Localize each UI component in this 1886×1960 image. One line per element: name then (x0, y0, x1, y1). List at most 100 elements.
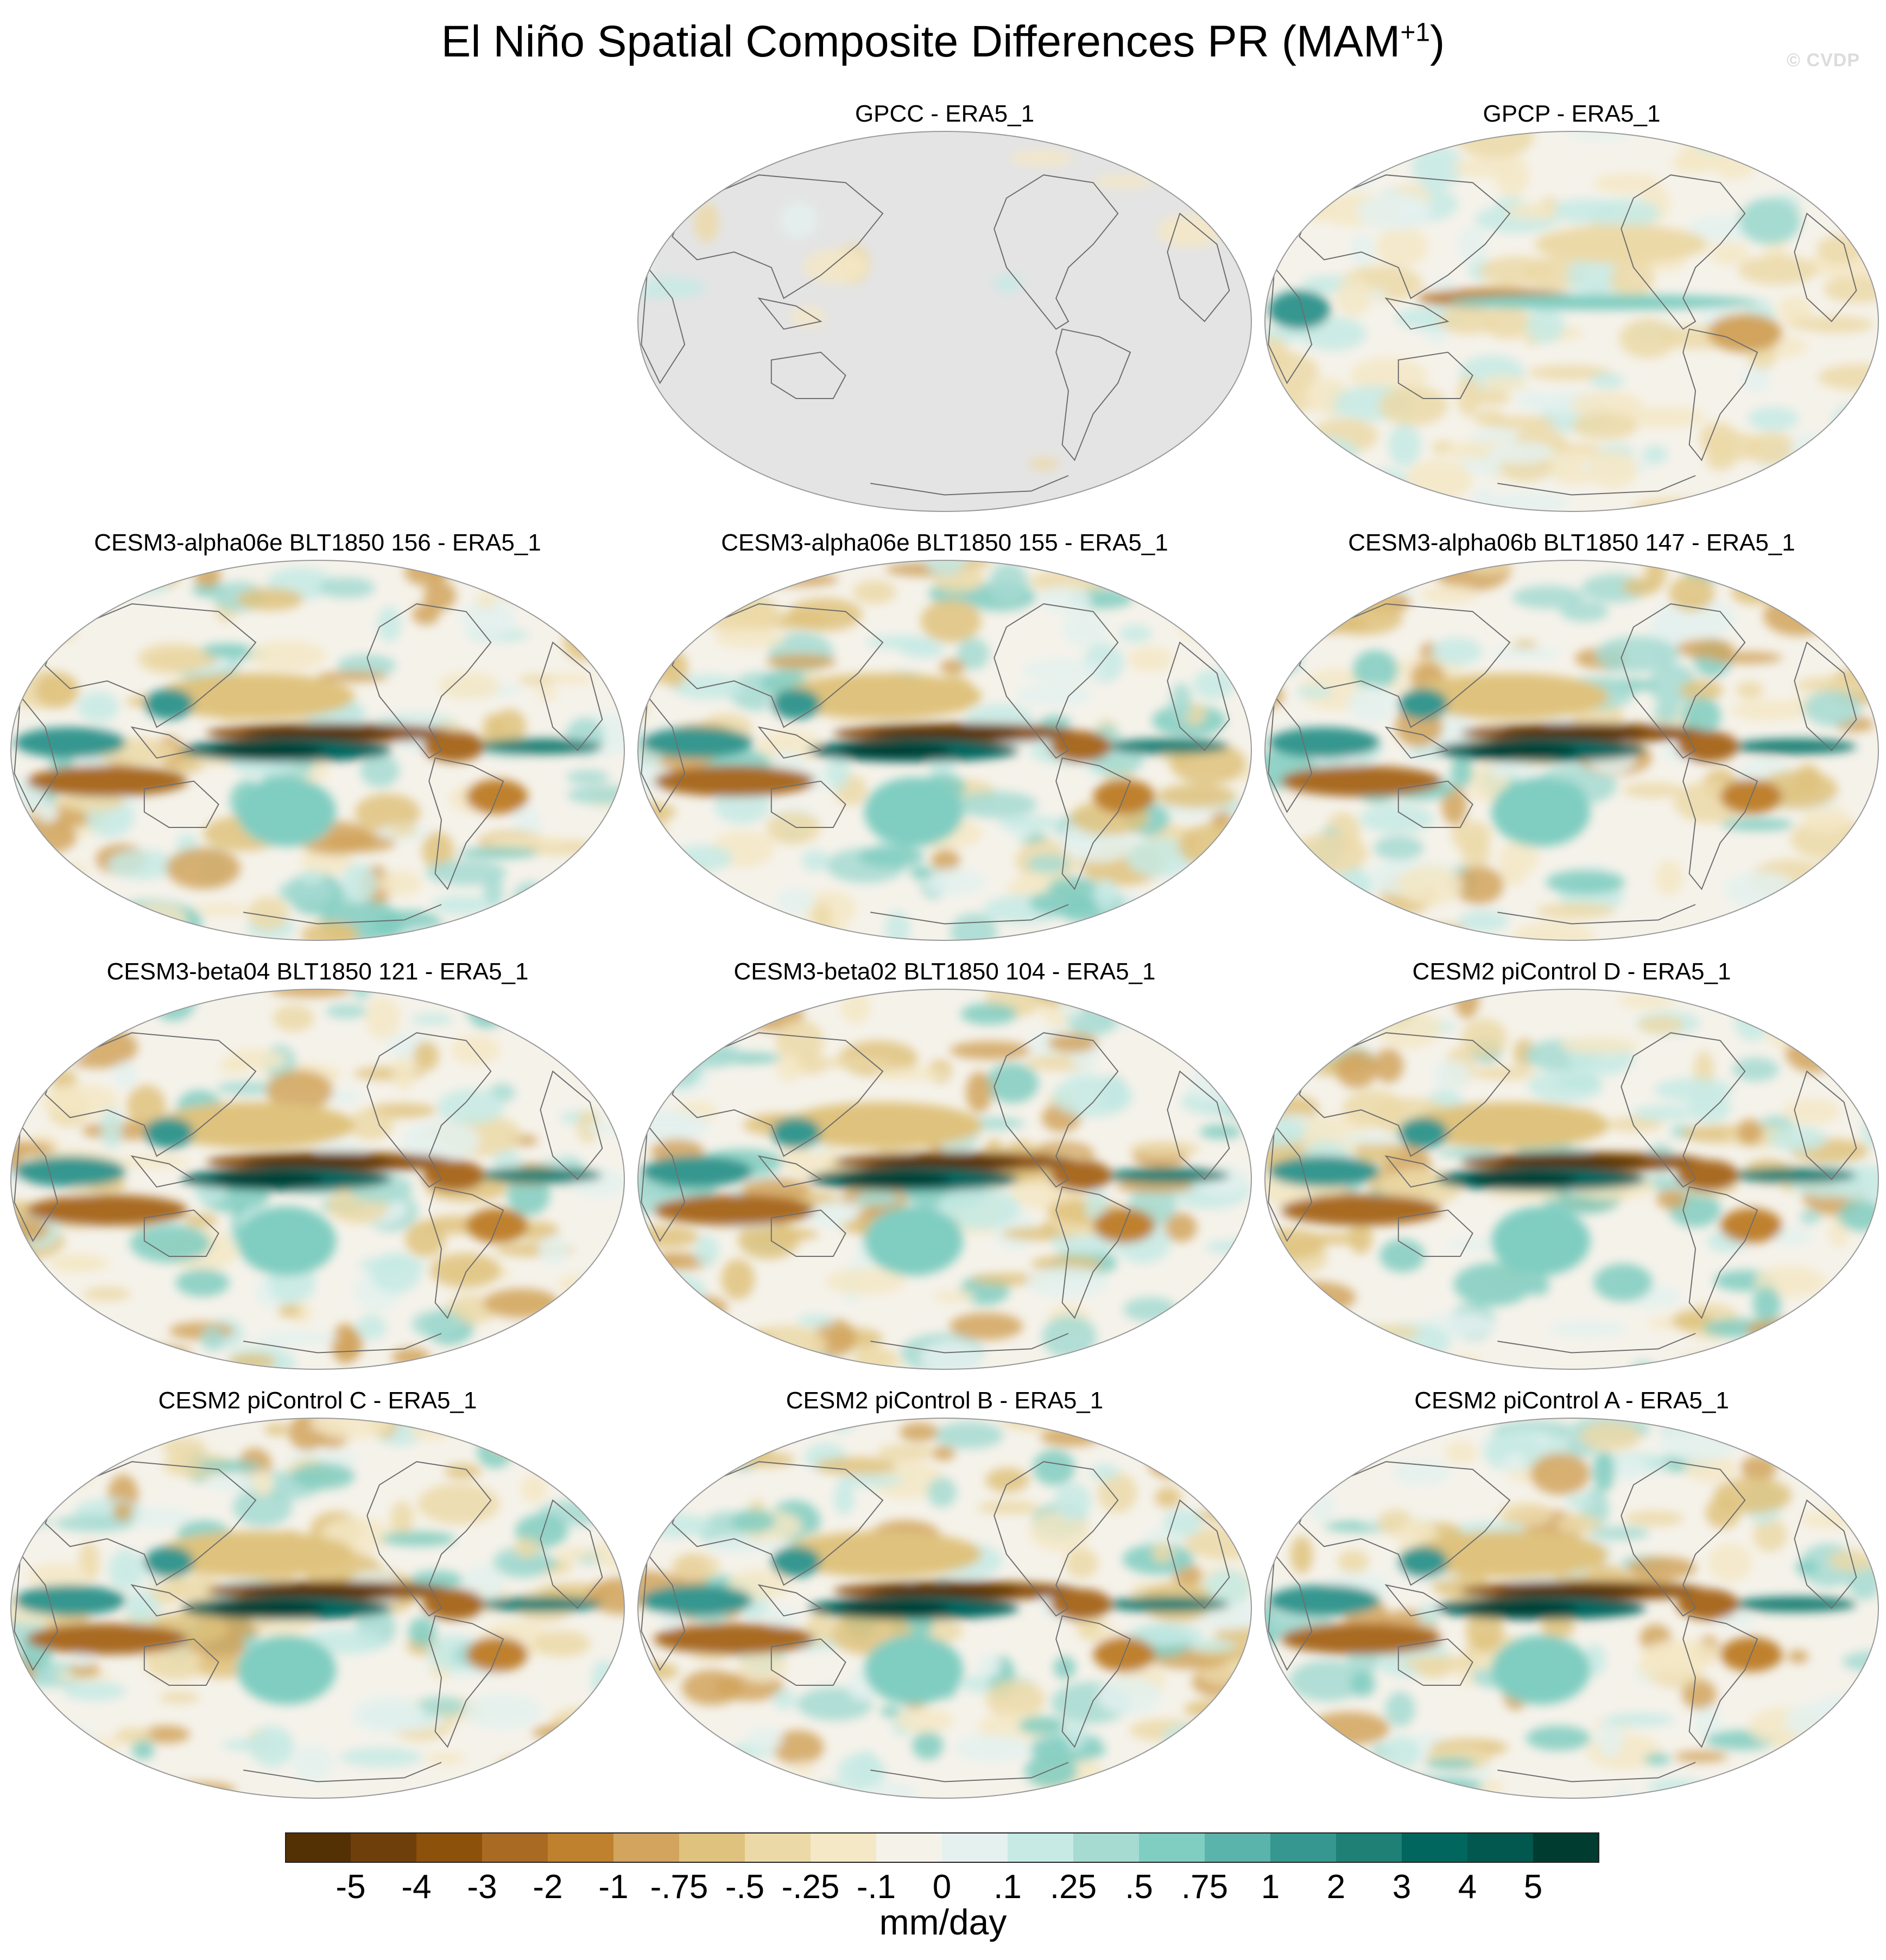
anomaly-blob (1388, 423, 1421, 467)
anomaly-blob (1570, 391, 1643, 419)
coastline (1384, 297, 1450, 330)
anomaly-blob (1116, 989, 1193, 1002)
anomaly-blob (273, 1004, 315, 1032)
anomaly-blob (764, 1608, 799, 1627)
anomaly-blob (671, 1553, 720, 1580)
colorbar-units: mm/day (879, 1902, 1007, 1942)
anomaly-blob (310, 1418, 393, 1439)
anomaly-blob (743, 1325, 827, 1363)
anomaly-blob (978, 1653, 1001, 1679)
anomaly-blob (266, 1070, 333, 1111)
anomaly-blob (1604, 1713, 1675, 1727)
panel-title: GPCC - ERA5_1 (855, 100, 1035, 127)
colorbar-swatch (548, 1832, 614, 1863)
anomaly-blob (1530, 1453, 1590, 1495)
colorbar-swatch (1205, 1832, 1271, 1863)
anomaly-blob (11, 1245, 35, 1288)
anomaly-blob (125, 1590, 161, 1625)
anomaly-blob (1164, 1213, 1197, 1242)
anomaly-blob (1682, 1679, 1717, 1710)
anomaly-blob (824, 1056, 891, 1068)
anomaly-blob (994, 274, 1023, 293)
anomaly-blob (1347, 684, 1396, 724)
anomaly-blob (578, 907, 624, 930)
anomaly-blob (459, 847, 538, 859)
anomaly-blob (1817, 580, 1877, 600)
anomaly-blob (1826, 435, 1878, 462)
anomaly-blob (1458, 226, 1488, 266)
anomaly-blob (1359, 804, 1434, 834)
anomaly-blob (1503, 1453, 1526, 1472)
map-border (10, 1418, 625, 1799)
anomaly-band (243, 726, 392, 740)
anomaly-band (1497, 726, 1646, 740)
anomaly-blob (775, 1020, 824, 1063)
anomaly-blob (638, 1662, 679, 1680)
anomaly-blob (606, 560, 624, 591)
anomaly-blob (1461, 1019, 1508, 1058)
anomaly-blob (1769, 1418, 1814, 1449)
anomaly-blob (989, 562, 1028, 604)
anomaly-blob (1815, 434, 1845, 458)
anomaly-blob (35, 1729, 81, 1757)
anomaly-blob (1527, 1275, 1550, 1295)
anomaly-blob (1277, 1740, 1330, 1782)
coastlines (641, 1032, 1230, 1354)
anomaly-blob (1213, 1627, 1251, 1642)
anomaly-blob (1102, 568, 1125, 586)
anomaly-blob (583, 1702, 615, 1735)
coastline (243, 904, 442, 925)
anomaly-blob (1388, 681, 1415, 693)
anomaly-blob (798, 1314, 834, 1327)
anomaly-blob (953, 1734, 1031, 1762)
anomaly-blob (1606, 1117, 1663, 1132)
coastline (130, 726, 195, 759)
anomaly-blob (1149, 1451, 1196, 1478)
coastline (1055, 328, 1131, 461)
anomaly-blob (1324, 867, 1372, 905)
map-panel: CESM3-alpha06e BLT1850 155 - ERA5_1 (635, 529, 1254, 953)
anomaly-blob (1357, 193, 1432, 231)
coastline (757, 297, 822, 330)
anomaly-blob (119, 1345, 192, 1360)
robinson-map (10, 989, 625, 1370)
anomaly-blob (1265, 560, 1277, 570)
anomaly-blob (1155, 1487, 1181, 1508)
coastline (672, 603, 884, 728)
anomaly-band (1732, 1167, 1857, 1184)
anomaly-blob (49, 1253, 107, 1273)
anomaly-blob (1787, 1649, 1809, 1664)
anomaly-blob (1265, 1714, 1307, 1738)
anomaly-blob (1792, 1418, 1822, 1427)
anomaly-blob (1145, 1364, 1172, 1369)
anomaly-blob (663, 880, 692, 909)
anomaly-blob (856, 1191, 900, 1207)
coastline (672, 174, 884, 299)
anomaly-blob (1622, 578, 1659, 596)
anomaly-blob (1505, 203, 1558, 220)
anomaly-blob (730, 135, 758, 161)
coastline (1397, 1209, 1473, 1257)
anomaly-band (237, 1206, 337, 1276)
anomaly-blob (931, 1446, 955, 1461)
anomaly-blob (1392, 1460, 1451, 1485)
anomaly-blob (11, 911, 76, 934)
panel-title: CESM2 piControl C - ERA5_1 (158, 1387, 477, 1414)
anomaly-band (839, 1600, 951, 1616)
anomaly-blob (1363, 1325, 1420, 1340)
anomaly-band (237, 777, 337, 847)
anomaly-blob (1736, 681, 1764, 699)
anomaly-blob (1790, 1319, 1844, 1347)
anomaly-band (1105, 1596, 1230, 1613)
anomaly-blob (1377, 1009, 1441, 1049)
anomaly-blob (1822, 1475, 1878, 1512)
anomaly-band (1410, 1102, 1609, 1149)
anomaly-blob (340, 1747, 423, 1767)
anomaly-blob (639, 576, 722, 606)
anomaly-band (1466, 742, 1578, 758)
anomaly-blob (477, 1435, 513, 1468)
anomaly-blob (317, 671, 389, 682)
anomaly-blob (11, 1280, 60, 1314)
coastlines (14, 1032, 603, 1354)
anomaly-blob (250, 1725, 294, 1767)
